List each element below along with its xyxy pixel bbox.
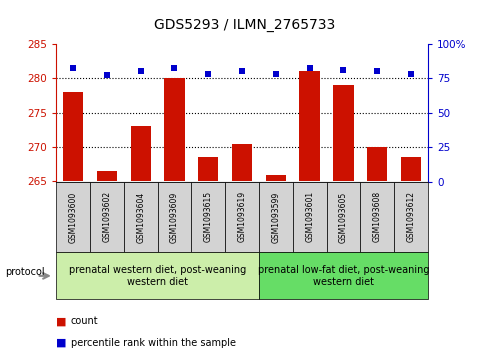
Text: ■: ■ <box>56 316 66 326</box>
Text: GSM1093602: GSM1093602 <box>102 191 111 242</box>
Text: GSM1093619: GSM1093619 <box>237 191 246 242</box>
Bar <box>333 85 353 182</box>
Point <box>339 67 346 73</box>
Text: prenatal low-fat diet, post-weaning
western diet: prenatal low-fat diet, post-weaning west… <box>257 265 428 287</box>
Point <box>137 68 144 74</box>
Text: count: count <box>71 316 98 326</box>
Text: protocol: protocol <box>5 267 44 277</box>
Point <box>204 71 212 77</box>
Bar <box>299 71 319 182</box>
Bar <box>366 147 386 182</box>
Bar <box>130 126 150 182</box>
Point <box>271 71 279 77</box>
Point <box>103 72 111 78</box>
Text: GSM1093599: GSM1093599 <box>271 191 280 242</box>
Text: GSM1093608: GSM1093608 <box>372 191 381 242</box>
Bar <box>231 143 252 182</box>
Text: prenatal western diet, post-weaning
western diet: prenatal western diet, post-weaning west… <box>69 265 246 287</box>
Bar <box>63 92 83 182</box>
Text: GSM1093612: GSM1093612 <box>406 191 415 242</box>
Bar <box>400 157 420 182</box>
Text: GSM1093605: GSM1093605 <box>338 191 347 242</box>
Text: GSM1093609: GSM1093609 <box>170 191 179 242</box>
Point <box>238 68 245 74</box>
Point <box>170 65 178 71</box>
Bar <box>265 175 285 182</box>
Text: GDS5293 / ILMN_2765733: GDS5293 / ILMN_2765733 <box>154 18 334 32</box>
Bar <box>97 171 117 182</box>
Text: GSM1093615: GSM1093615 <box>203 191 212 242</box>
Text: percentile rank within the sample: percentile rank within the sample <box>71 338 235 348</box>
Point <box>69 65 77 71</box>
Point <box>372 68 380 74</box>
Point <box>305 65 313 71</box>
Text: GSM1093604: GSM1093604 <box>136 191 145 242</box>
Point <box>406 71 414 77</box>
Text: ■: ■ <box>56 338 66 348</box>
Text: GSM1093600: GSM1093600 <box>68 191 78 242</box>
Bar <box>198 157 218 182</box>
Text: GSM1093601: GSM1093601 <box>305 191 313 242</box>
Bar <box>164 78 184 182</box>
